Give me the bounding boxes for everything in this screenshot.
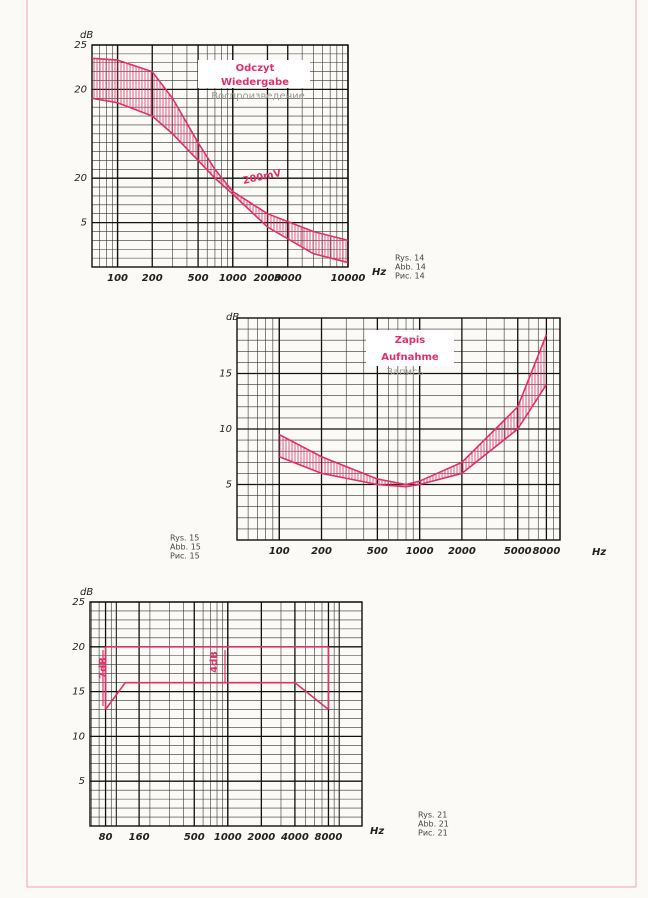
x-tick-label: 2000 — [448, 546, 476, 557]
band-edge — [278, 384, 548, 488]
band-fill — [92, 58, 348, 263]
caption: Rys. 21 — [418, 811, 447, 820]
y-tick-label: 15 — [219, 369, 232, 380]
y-tick-label: 15 — [72, 687, 85, 698]
x-tick-label: 8000 — [315, 832, 343, 843]
x-tick-label: 100 — [107, 273, 128, 284]
x-tick-label: 500 — [184, 832, 205, 843]
annotation: Воспроизведение — [211, 91, 305, 102]
annotation: 200mV — [242, 168, 283, 187]
annotation-box — [198, 60, 310, 88]
x-tick-label: 200 — [311, 546, 332, 557]
x-axis-label: Hz — [370, 826, 384, 837]
x-tick-label: 8000 — [532, 546, 560, 557]
y-tick-label: 20 — [72, 642, 85, 653]
y-tick-label: 5 — [81, 218, 87, 229]
y-tick-label: 10 — [219, 424, 232, 435]
x-tick-label: 3000 — [274, 273, 302, 284]
annotation: 4dB — [209, 651, 220, 673]
x-tick-label: 200 — [142, 273, 163, 284]
band-edge — [104, 681, 329, 711]
caption: Рис. 14 — [395, 272, 425, 281]
x-tick-label: 160 — [129, 832, 150, 843]
annotation: Odczyt — [236, 63, 275, 74]
y-tick-label: 25 — [74, 40, 87, 51]
x-tick-label: 100 — [269, 546, 290, 557]
annotation: Wiedergabe — [221, 77, 289, 88]
y-axis-label: dB — [80, 587, 93, 598]
caption: Rys. 15 — [170, 534, 199, 543]
plot-frame — [89, 601, 363, 827]
band-edge — [91, 97, 349, 264]
annotation: Запись — [387, 367, 424, 378]
x-tick-label: 1000 — [214, 832, 242, 843]
y-tick-label: 25 — [72, 597, 85, 608]
caption: Rys. 14 — [395, 254, 424, 263]
x-tick-label: 4000 — [280, 832, 309, 843]
x-tick-label: 500 — [188, 273, 209, 284]
caption: Abb. 21 — [418, 820, 449, 829]
y-tick-label: 10 — [72, 731, 85, 742]
x-tick-label: 10000 — [331, 273, 366, 284]
x-tick-label: 1000 — [406, 546, 434, 557]
annotation: Zapis — [395, 335, 426, 346]
x-tick-label: 1000 — [219, 273, 247, 284]
band-edge — [91, 57, 349, 242]
caption: Abb. 15 — [170, 543, 201, 552]
x-axis-label: Hz — [592, 547, 606, 558]
x-tick-label: 500 — [367, 546, 388, 557]
y-tick-label: 20 — [74, 173, 87, 184]
caption: Рис. 15 — [170, 552, 200, 561]
y-tick-label: 5 — [79, 776, 85, 787]
y-axis-label: dB — [80, 30, 93, 41]
x-tick-label: 2000 — [247, 832, 275, 843]
y-tick-label: 20 — [74, 84, 87, 95]
x-tick-label: 2000 — [254, 273, 282, 284]
band-edge — [278, 334, 548, 486]
y-axis-label: dB — [226, 312, 239, 323]
x-tick-label: 5000 — [504, 546, 532, 557]
x-axis-label: Hz — [372, 267, 386, 278]
caption: Abb. 14 — [395, 263, 426, 272]
annotation: 7dB — [98, 657, 109, 679]
y-tick-label: 5 — [226, 480, 232, 491]
annotation: Aufnahme — [381, 352, 439, 363]
band-fill — [279, 334, 547, 487]
annotation-box — [366, 330, 454, 366]
caption: Рис. 21 — [418, 829, 448, 838]
x-tick-label: 80 — [99, 832, 113, 843]
